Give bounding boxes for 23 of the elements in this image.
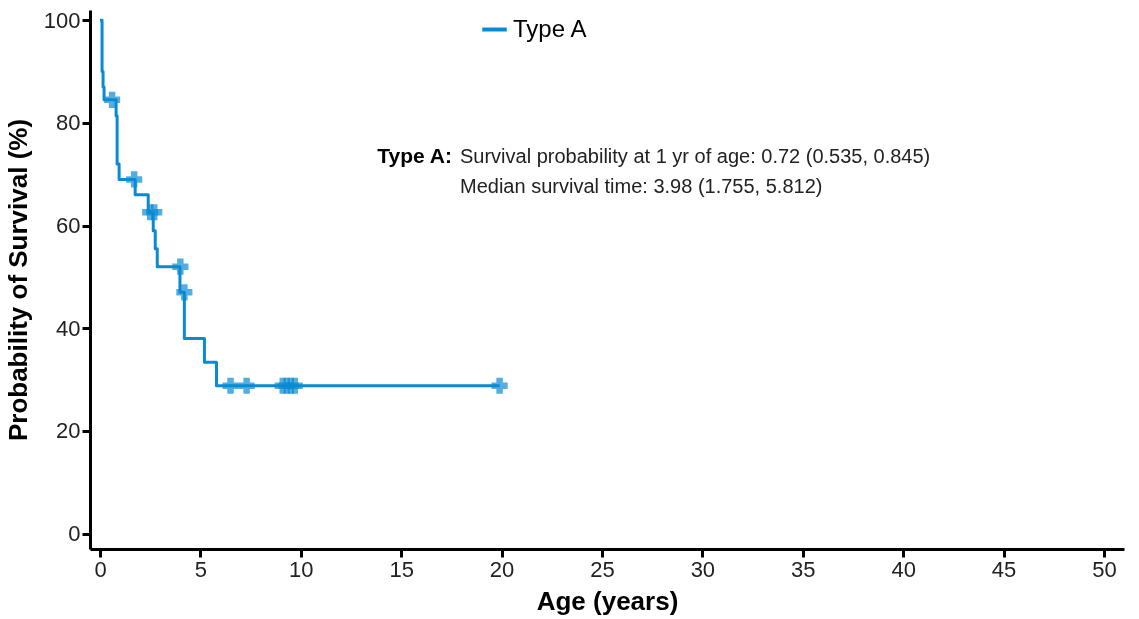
x-tick-label: 5 xyxy=(194,556,208,582)
y-tick-label: 60 xyxy=(56,213,81,239)
y-tick-label: 80 xyxy=(56,110,81,136)
x-tick-label: 50 xyxy=(1092,556,1117,582)
x-tick-label: 10 xyxy=(289,556,314,582)
y-tick-label: 100 xyxy=(43,7,81,33)
x-tick-label: 0 xyxy=(94,556,107,582)
x-tick-label: 25 xyxy=(590,556,615,582)
legend-label: Type A xyxy=(513,14,587,42)
annotation: Type A: xyxy=(377,144,452,167)
x-tick-label: 35 xyxy=(791,556,816,582)
annotation: Median survival time: 3.98 (1.755, 5.812) xyxy=(460,175,823,197)
x-tick-label: 20 xyxy=(489,556,515,582)
annotation: Survival probability at 1 yr of age: 0.72 (0.535, 0.845) xyxy=(460,145,931,167)
x-tick-label: 45 xyxy=(991,556,1017,582)
x-tick-label: 15 xyxy=(389,556,414,582)
y-tick-label: 0 xyxy=(68,521,81,547)
y-tick-label: 40 xyxy=(56,315,81,341)
x-axis-title: Age (years) xyxy=(536,585,679,616)
x-tick-label: 30 xyxy=(690,556,716,582)
x-tick-label: 40 xyxy=(891,556,916,582)
y-tick-label: 20 xyxy=(56,418,81,444)
y-axis-title: Probability of Survival (%) xyxy=(2,118,33,442)
